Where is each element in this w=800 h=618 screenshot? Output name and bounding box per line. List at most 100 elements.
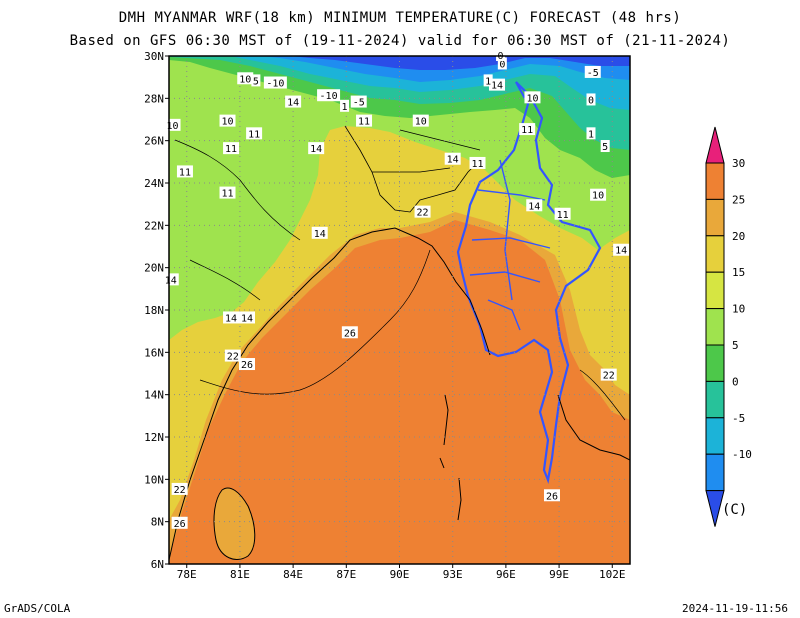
lat-label: 16N	[144, 346, 164, 359]
myanmar-internal-borders	[469, 159, 551, 331]
legend-arrow-bottom	[705, 490, 725, 527]
contour-label: 11	[176, 165, 193, 178]
contour-label-text: 22	[174, 485, 186, 496]
contour-label: 0	[586, 93, 596, 106]
legend-tick-label: 10	[732, 303, 745, 316]
sri-lanka	[213, 487, 256, 560]
longitude-labels: 78E 81E 84E 87E 90E 93E 96E 99E 102E	[177, 564, 626, 581]
legend-tick-label: 15	[732, 266, 745, 279]
lat-label: 24N	[144, 177, 164, 190]
contour-label: 22	[224, 349, 241, 363]
contour-label: 14	[613, 243, 630, 257]
isotherm-lines	[174, 139, 626, 421]
contour-label-text: 14	[287, 98, 299, 109]
contour-label-text: 11	[225, 144, 237, 155]
contour-label: -10	[263, 76, 287, 90]
contour-label: 26	[171, 516, 188, 530]
contour-label-text: 22	[603, 371, 615, 382]
band-10-15	[169, 56, 630, 340]
lon-label: 84E	[283, 568, 303, 581]
lat-label: 12N	[144, 431, 164, 444]
contour-label: 11	[223, 142, 240, 155]
legend-unit: (C)	[722, 502, 747, 518]
lat-label: 30N	[144, 50, 164, 63]
contour-label-text: 14	[615, 246, 627, 257]
legend-tick-label: -5	[732, 412, 745, 425]
band-0-5	[169, 56, 630, 150]
lon-label: 96E	[496, 568, 516, 581]
contour-label: -5	[350, 95, 367, 109]
lat-label: 14N	[144, 389, 164, 402]
contour-label: 11	[356, 114, 373, 128]
india-border	[344, 125, 481, 213]
map-subtitle: Based on GFS 06:30 MST of (19-11-2024) v…	[69, 33, 731, 49]
contour-label-text: 14	[310, 144, 322, 155]
contour-label: 11	[469, 156, 486, 170]
contour-label: 10	[524, 91, 541, 104]
legend-tick-label: 25	[732, 193, 745, 206]
contour-label: 14	[308, 142, 325, 155]
contour-label: 5	[251, 74, 261, 87]
legend-segment	[705, 308, 725, 346]
contour-label-text: 10	[592, 191, 604, 202]
lat-label: 10N	[144, 473, 164, 486]
contour-label-text: 10	[526, 93, 538, 104]
legend-segment	[705, 271, 725, 310]
legend-tick-label: 0	[732, 375, 739, 388]
contour-label-text: 1	[485, 76, 491, 87]
contour-label: 26	[341, 326, 358, 339]
contour-label-text: 1	[588, 129, 594, 140]
contour-label: 10	[219, 114, 236, 128]
lon-label: 99E	[549, 568, 569, 581]
lon-label: 81E	[230, 568, 250, 581]
contour-label: 14	[489, 78, 506, 92]
band-neg5-0	[230, 56, 630, 110]
contour-label: 14	[526, 199, 543, 212]
contour-label: 5	[600, 140, 610, 153]
contour-label-text: 14	[314, 229, 326, 240]
contour-label-text: 10	[415, 117, 427, 128]
contour-label: 22	[600, 368, 617, 382]
lon-label: 90E	[390, 568, 410, 581]
contour-label-text: 11	[521, 125, 533, 136]
contour-label-text: 11	[557, 210, 569, 221]
contour-label-text: 14	[225, 313, 237, 324]
contour-label-text: 10	[167, 121, 179, 132]
contour-label-text: 14	[528, 201, 540, 212]
contour-label-text: 5	[602, 142, 608, 153]
lat-label: 20N	[144, 262, 164, 275]
lon-label: 78E	[177, 568, 197, 581]
contour-label-text: -10	[266, 79, 284, 90]
map-title: DMH MYANMAR WRF(18 km) MINIMUM TEMPERATU…	[118, 10, 682, 26]
legend-segment	[705, 453, 725, 492]
contour-label-text: 10	[221, 117, 233, 128]
legend-segment	[705, 198, 725, 237]
contour-label-text: 11	[179, 167, 191, 178]
color-legend: 30 25 20 15 10 5 0 -5 -10	[705, 126, 752, 527]
contour-label-text: -10	[320, 91, 338, 102]
contour-label-text: 26	[546, 491, 558, 502]
contour-label-text: 11	[358, 117, 370, 128]
contour-label-text: 0	[588, 95, 594, 106]
lon-label: 93E	[443, 568, 463, 581]
contour-label: 14	[311, 226, 328, 240]
contour-label-text: -5	[353, 98, 365, 109]
contour-label: 10	[237, 72, 254, 85]
lon-label: 102E	[599, 568, 626, 581]
contour-label: 10	[164, 118, 181, 132]
timestamp: 2024-11-19-11:56	[682, 602, 788, 615]
lat-label: 26N	[144, 135, 164, 148]
contour-label-text: 22	[417, 208, 429, 219]
contour-label-text: 14	[447, 155, 459, 166]
contour-label-text: 22	[227, 352, 239, 363]
contour-label-text: 5	[253, 76, 259, 87]
contour-label: 26	[543, 489, 560, 502]
latitude-labels: 30N 28N 26N 24N 22N 20N 18N 16N 14N 12N 10N 8N 6N	[144, 50, 169, 571]
lat-label: 18N	[144, 304, 164, 317]
contour-label: 1	[586, 127, 596, 140]
grads-credit: GrADS/COLA	[4, 602, 71, 615]
graticule	[169, 56, 630, 564]
contour-label: 14	[285, 95, 302, 109]
contour-label-text: 11	[221, 189, 233, 200]
